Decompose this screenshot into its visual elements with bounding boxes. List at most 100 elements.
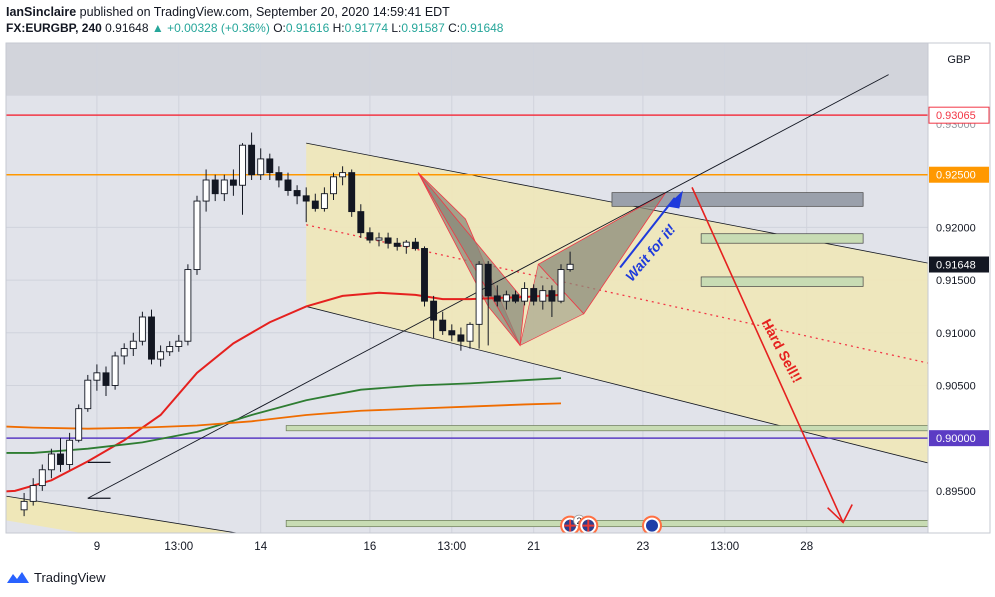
price-tick-label: 0.91000 bbox=[936, 328, 976, 340]
time-tick-label: 13:00 bbox=[710, 541, 739, 553]
candle-body bbox=[357, 211, 365, 234]
time-tick-label: 16 bbox=[364, 541, 377, 553]
open-value: 0.91616 bbox=[285, 21, 330, 35]
candle-body bbox=[330, 176, 337, 195]
candle-body bbox=[257, 158, 265, 176]
symbol-label[interactable]: FX:EURGBP, 240 bbox=[6, 21, 102, 35]
candle-body bbox=[475, 263, 483, 325]
high-value: 0.91774 bbox=[344, 21, 388, 35]
candle-body bbox=[348, 172, 356, 213]
candle-body bbox=[521, 288, 529, 302]
close-value: 0.91648 bbox=[460, 21, 504, 35]
target-zone bbox=[285, 520, 928, 528]
candle-body bbox=[193, 200, 201, 271]
candle-body bbox=[148, 316, 155, 360]
time-tick-label: 9 bbox=[94, 541, 100, 553]
candle-body bbox=[457, 334, 465, 342]
candle-body bbox=[557, 269, 565, 302]
price-change: ▲ +0.00328 (+0.36%) bbox=[151, 21, 270, 35]
candle-body bbox=[384, 237, 392, 244]
moving-average-ma_orange bbox=[6, 402, 562, 430]
high-label: H: bbox=[332, 21, 345, 35]
publish-info: published on TradingView.com, September … bbox=[79, 5, 450, 19]
last-price: 0.91648 bbox=[105, 21, 149, 35]
candle-body bbox=[84, 379, 92, 410]
wait-arrowhead bbox=[666, 190, 683, 209]
price-tag-label: 0.90000 bbox=[936, 433, 976, 445]
price-tag-orange bbox=[929, 166, 989, 183]
candle-body bbox=[166, 346, 174, 353]
price-tag-label: 0.91648 bbox=[936, 260, 976, 272]
support-zone bbox=[285, 425, 928, 432]
time-tick-label: 13:00 bbox=[164, 541, 193, 553]
event-count: 2 bbox=[577, 516, 582, 526]
price-tick-label: 0.90500 bbox=[936, 380, 976, 392]
candle-body bbox=[448, 330, 456, 336]
candle-body bbox=[266, 158, 274, 174]
candle-body bbox=[421, 248, 428, 302]
candle-body bbox=[293, 190, 301, 197]
candle-body bbox=[129, 340, 137, 350]
candle-body bbox=[512, 294, 519, 302]
time-tick-label: 13:00 bbox=[437, 541, 466, 553]
time-tick-label: 28 bbox=[800, 541, 813, 553]
brand-name: TradingView bbox=[34, 570, 106, 585]
time-tick-label: 23 bbox=[637, 541, 650, 553]
candle-body bbox=[157, 351, 165, 360]
eu-flag-icon bbox=[646, 519, 658, 532]
candle-body bbox=[502, 294, 510, 302]
price-tag-label: 0.92500 bbox=[936, 170, 976, 182]
candle-body bbox=[120, 348, 128, 357]
candle-body bbox=[29, 485, 37, 502]
moving-average-ma_green bbox=[6, 377, 562, 454]
price-tag-label: 0.93065 bbox=[936, 110, 976, 122]
price-axis-bg bbox=[927, 42, 991, 534]
candle-body bbox=[466, 323, 474, 342]
candle-body bbox=[175, 340, 183, 347]
author-name[interactable]: IanSinclaire bbox=[6, 5, 77, 19]
symbol-line: FX:EURGBP, 240 0.91648 ▲ +0.00328 (+0.36… bbox=[6, 20, 503, 36]
candle-body bbox=[320, 193, 328, 209]
old-channel-line bbox=[6, 495, 240, 533]
price-tick-label: 0.92000 bbox=[936, 222, 976, 234]
candle-body bbox=[75, 408, 83, 441]
price-axis[interactable]: GBP 0.89500 0.90000 0.90500 0.91000 0.91500 0.… bbox=[927, 42, 991, 534]
tp-zone-1 bbox=[700, 233, 864, 244]
candle-body bbox=[102, 372, 110, 386]
candle-body bbox=[539, 290, 547, 302]
candle-body bbox=[411, 241, 419, 249]
price-tag-purple bbox=[929, 430, 989, 447]
candle-body bbox=[47, 453, 55, 471]
candle-body bbox=[202, 179, 210, 202]
time-tick-label: 21 bbox=[527, 541, 540, 553]
candle-body bbox=[493, 295, 501, 302]
wait-arrow bbox=[619, 197, 676, 269]
tradingview-logo-icon bbox=[7, 571, 29, 583]
candle-body bbox=[430, 300, 438, 321]
candle-body bbox=[66, 439, 74, 465]
candle-body bbox=[366, 232, 374, 241]
sell-arrowhead bbox=[827, 504, 853, 524]
publish-line: IanSinclaire published on TradingView.co… bbox=[6, 4, 503, 20]
plot-content: Wait for it!Hard Sell!!2 bbox=[6, 43, 928, 533]
candle-body bbox=[566, 263, 574, 271]
candle-body bbox=[93, 372, 101, 381]
candle-body bbox=[548, 290, 556, 302]
price-tag-dark bbox=[929, 256, 989, 273]
candle-body bbox=[220, 179, 228, 195]
currency-label: GBP bbox=[947, 54, 970, 66]
pattern-triangle-1 bbox=[417, 172, 526, 347]
candle-body bbox=[375, 237, 383, 241]
tradingview-brand[interactable]: TradingView bbox=[6, 570, 106, 585]
sell-arrow bbox=[691, 187, 844, 523]
plot-area[interactable]: Wait for it!Hard Sell!!2 bbox=[0, 42, 934, 565]
candle-body bbox=[484, 263, 492, 297]
candle-body bbox=[20, 500, 28, 511]
candle-body bbox=[38, 469, 46, 487]
price-tick-label: 0.91500 bbox=[936, 275, 976, 287]
candle-body bbox=[284, 179, 292, 191]
candle-body bbox=[311, 200, 319, 209]
price-tick-label: 0.89500 bbox=[936, 486, 976, 498]
